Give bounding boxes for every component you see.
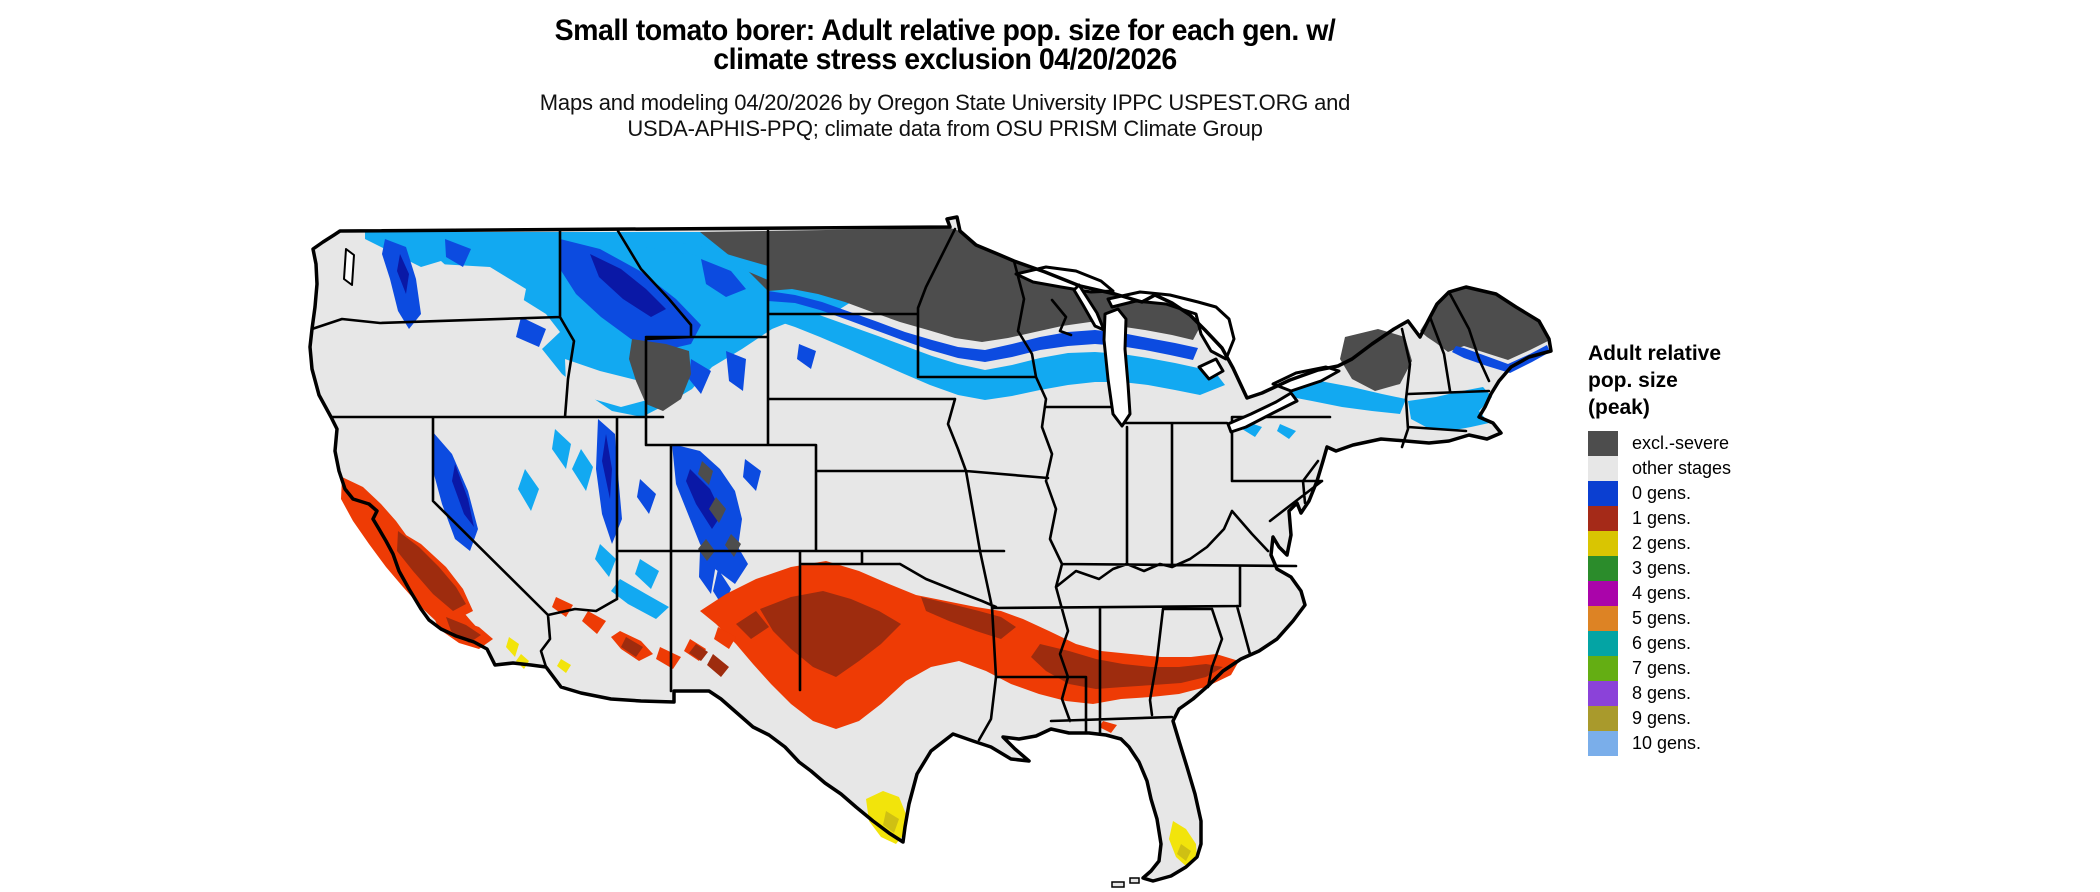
region-columbia-basin-hole xyxy=(436,264,526,321)
region-se-oregon-hole xyxy=(459,329,546,379)
legend-item-2-gens: 2 gens. xyxy=(1588,531,1848,556)
legend-item-3-gens: 3 gens. xyxy=(1588,556,1848,581)
region-cascades-blue xyxy=(382,239,546,347)
legend-swatch-2-gens xyxy=(1588,531,1618,556)
legend: Adult relative pop. size (peak) excl.-se… xyxy=(1588,340,1848,756)
legend-item-6-gens: 6 gens. xyxy=(1588,631,1848,656)
legend-label: 0 gens. xyxy=(1632,483,1692,503)
legend-label: 1 gens. xyxy=(1632,508,1692,528)
us-outline xyxy=(308,215,1553,883)
legend-title-line2: pop. size xyxy=(1588,369,1678,392)
map-title-line2: climate stress exclusion 04/20/2026 xyxy=(713,43,1177,76)
region-adirondacks-excluded xyxy=(1340,329,1412,391)
legend-label: 10 gens. xyxy=(1632,733,1702,753)
legend-item-excl-severe: excl.-severe xyxy=(1588,431,1848,456)
region-colorado-alpine-gray xyxy=(698,461,741,561)
region-texas-darkred-core xyxy=(736,591,901,677)
legend-swatch-4-gens xyxy=(1588,581,1618,606)
legend-item-10-gens: 10 gens. xyxy=(1588,731,1848,756)
region-yellowstone-gray xyxy=(629,339,691,411)
great-lakes xyxy=(343,248,1341,434)
legend-label: 5 gens. xyxy=(1632,608,1692,628)
map-title-line1: Small tomato borer: Adult relative pop. … xyxy=(554,14,1336,47)
legend-item-7-gens: 7 gens. xyxy=(1588,656,1848,681)
map-subtitle-line1: Maps and modeling 04/20/2026 by Oregon S… xyxy=(539,90,1351,115)
legend-swatch-0-gens xyxy=(1588,481,1618,506)
map-subtitle: Maps and modeling 04/20/2026 by Oregon S… xyxy=(0,90,1890,142)
legend-swatch-8-gens xyxy=(1588,681,1618,706)
region-northern-blue-band xyxy=(768,291,1198,362)
legend-label: 9 gens. xyxy=(1632,708,1692,728)
region-mogollon-cyan xyxy=(611,579,669,619)
legend-item-9-gens: 9 gens. xyxy=(1588,706,1848,731)
region-northern-tier-excluded xyxy=(700,228,1200,342)
legend-label: 4 gens. xyxy=(1632,583,1692,603)
legend-swatch-other-stages xyxy=(1588,456,1618,481)
lake-erie xyxy=(1226,391,1299,434)
state-borders xyxy=(310,227,1491,742)
lake-huron xyxy=(1106,290,1236,361)
region-montana-top-cyan xyxy=(618,236,768,280)
legend-items: excl.-severe other stages 0 gens. 1 gens… xyxy=(1588,431,1848,756)
region-sierra-wasatch-blue xyxy=(432,419,656,551)
region-upstate-ny-cyan xyxy=(1288,381,1406,414)
legend-item-other-stages: other stages xyxy=(1588,456,1848,481)
legend-label: 7 gens. xyxy=(1632,658,1692,678)
legend-title: Adult relative pop. size (peak) xyxy=(1588,340,1848,421)
florida-keys xyxy=(1111,877,1140,888)
region-south-texas-ochre xyxy=(883,811,899,833)
legend-swatch-3-gens xyxy=(1588,556,1618,581)
legend-label: 8 gens. xyxy=(1632,683,1692,703)
legend-label: excl.-severe xyxy=(1632,433,1730,453)
lake-ontario xyxy=(1271,365,1341,393)
legend-swatch-9-gens xyxy=(1588,706,1618,731)
map-header: Small tomato borer: Adult relative pop. … xyxy=(0,16,1890,142)
legend-swatch-5-gens xyxy=(1588,606,1618,631)
legend-title-line1: Adult relative xyxy=(1588,342,1722,365)
legend-swatch-6-gens xyxy=(1588,631,1618,656)
region-south-florida-ochre xyxy=(1177,844,1191,861)
region-california-darkred xyxy=(397,531,729,677)
legend-swatch-7-gens xyxy=(1588,656,1618,681)
legend-label: 2 gens. xyxy=(1632,533,1692,553)
green-bay xyxy=(1072,283,1106,332)
legend-label: 3 gens. xyxy=(1632,558,1692,578)
region-pennsylvania-cyan-specks xyxy=(1242,421,1296,439)
legend-item-5-gens: 5 gens. xyxy=(1588,606,1848,631)
legend-label: other stages xyxy=(1632,458,1732,478)
legend-item-4-gens: 4 gens. xyxy=(1588,581,1848,606)
puget-sound xyxy=(343,248,355,286)
region-maine-coast-blue xyxy=(1452,345,1550,373)
legend-item-0-gens: 0 gens. xyxy=(1588,481,1848,506)
region-newengland-excluded xyxy=(1420,288,1548,360)
saginaw-bay xyxy=(1197,357,1225,381)
legend-swatch-excl-severe xyxy=(1588,431,1618,456)
legend-swatch-1-gens xyxy=(1588,506,1618,531)
legend-title-line3: (peak) xyxy=(1588,396,1650,419)
legend-label: 6 gens. xyxy=(1632,633,1692,653)
legend-item-8-gens: 8 gens. xyxy=(1588,681,1848,706)
region-south-florida-yellow xyxy=(1169,821,1197,867)
region-greatbasin-cyan-streaks xyxy=(518,429,659,589)
map-subtitle-line2: USDA-APHIS-PPQ; climate data from OSU PR… xyxy=(627,116,1263,141)
legend-item-1-gens: 1 gens. xyxy=(1588,506,1848,531)
legend-swatch-10-gens xyxy=(1588,731,1618,756)
climate-overlay-regions xyxy=(341,228,1550,867)
region-southern-newengland-cyan xyxy=(1408,387,1492,431)
